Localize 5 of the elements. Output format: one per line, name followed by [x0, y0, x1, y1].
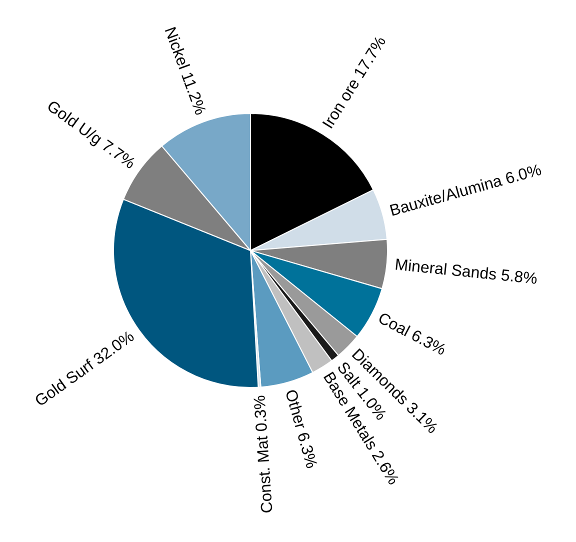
slice-label: Coal 6.3%: [375, 310, 448, 360]
slice-label: Mineral Sands 5.8%: [394, 256, 538, 288]
slice-label: Nickel 11.2%: [160, 24, 209, 118]
slice-label: Const. Mat 0.3%: [252, 394, 276, 514]
slice-label: Other 6.3%: [281, 388, 320, 470]
